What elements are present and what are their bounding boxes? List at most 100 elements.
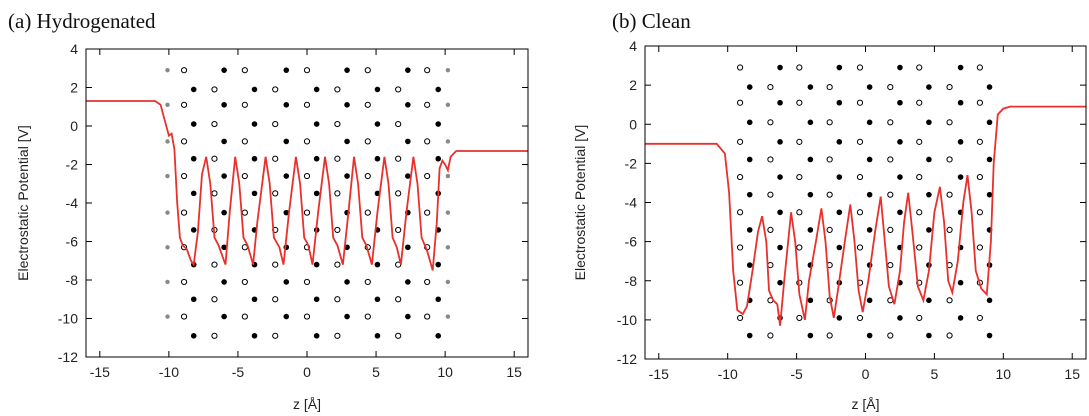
atom — [405, 173, 411, 179]
atom — [364, 313, 371, 320]
atom — [856, 244, 864, 251]
atom — [374, 333, 381, 339]
atom — [836, 244, 843, 251]
atom — [395, 155, 402, 162]
atom — [364, 278, 371, 286]
atom — [211, 86, 218, 93]
atom — [251, 86, 258, 93]
atom — [435, 261, 442, 268]
x-tick-label: 10 — [996, 366, 1012, 382]
atom — [435, 86, 442, 93]
atom — [796, 209, 803, 216]
atom — [272, 155, 279, 162]
y-tick-label: 4 — [70, 41, 78, 57]
atom — [334, 120, 341, 128]
atom — [796, 173, 803, 181]
x-axis-label: z [Å] — [293, 396, 321, 412]
atom — [313, 121, 320, 127]
atom — [405, 138, 411, 145]
atom — [826, 226, 833, 233]
atom — [887, 332, 894, 339]
atom — [796, 314, 803, 322]
atom — [807, 332, 814, 339]
atom — [897, 209, 903, 216]
atom — [796, 138, 803, 145]
atom — [211, 261, 218, 268]
atom — [405, 279, 411, 285]
atom — [374, 261, 381, 268]
atom — [251, 296, 258, 303]
atom — [946, 297, 953, 304]
atom — [283, 67, 290, 73]
y-axis-label: Electrostatic Potential [V] — [572, 125, 588, 281]
atom — [777, 64, 783, 71]
x-tick-label: -15 — [90, 364, 110, 380]
y-tick-label: -4 — [625, 195, 638, 211]
atom — [807, 191, 814, 198]
atom — [272, 120, 279, 128]
atom — [856, 314, 864, 322]
atom — [826, 83, 833, 91]
atom — [767, 332, 774, 339]
y-tick-label: -4 — [66, 195, 79, 211]
atom — [767, 83, 774, 91]
atom — [221, 173, 227, 179]
atom — [926, 191, 932, 198]
atom — [777, 139, 783, 145]
atom — [897, 99, 903, 106]
atom — [807, 227, 814, 233]
y-tick-label: -12 — [58, 349, 78, 365]
y-tick-label: 2 — [629, 77, 637, 93]
atom — [976, 99, 983, 106]
atom — [836, 139, 843, 145]
atom — [736, 244, 744, 251]
atom — [736, 314, 744, 322]
atom — [190, 296, 197, 303]
atom — [887, 262, 894, 269]
atom — [767, 226, 774, 233]
atom — [897, 64, 903, 71]
atom — [364, 209, 371, 216]
atom — [424, 67, 431, 74]
atom — [916, 64, 923, 71]
atom — [445, 245, 451, 250]
atom — [180, 138, 188, 145]
atom — [211, 190, 218, 197]
atom — [957, 174, 964, 180]
atom — [180, 101, 188, 108]
atom — [165, 210, 170, 215]
x-tick-label: 0 — [862, 366, 870, 382]
y-tick-label: 4 — [629, 38, 637, 54]
x-tick-label: 5 — [931, 366, 939, 382]
x-tick-label: 0 — [303, 364, 311, 380]
atom — [190, 190, 197, 197]
atom — [796, 244, 803, 251]
atom — [957, 139, 964, 145]
atom — [283, 313, 290, 320]
atom — [283, 279, 290, 285]
atom — [826, 191, 833, 198]
atom — [916, 314, 923, 322]
atom — [986, 156, 993, 163]
atom — [807, 119, 814, 126]
atom — [926, 119, 932, 126]
atom — [986, 84, 993, 90]
atom — [344, 67, 350, 73]
atom — [211, 120, 218, 128]
atom — [916, 209, 923, 216]
atom — [251, 121, 258, 127]
atom — [241, 209, 248, 216]
atom — [334, 190, 341, 197]
atom — [211, 332, 218, 339]
atom — [344, 313, 350, 320]
x-tick-label: -10 — [718, 366, 738, 382]
atom — [926, 84, 932, 90]
plot-frame — [644, 45, 1087, 360]
atom — [344, 138, 350, 145]
atom — [374, 155, 381, 162]
atom — [313, 296, 320, 303]
atom — [221, 209, 227, 216]
atom — [887, 119, 894, 126]
atom — [364, 172, 371, 180]
atom — [445, 67, 451, 73]
